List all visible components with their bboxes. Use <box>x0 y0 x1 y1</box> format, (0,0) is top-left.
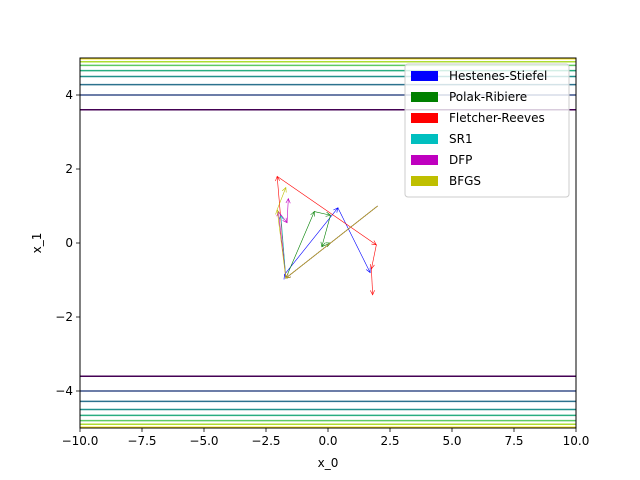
trajectory-segment-s4-3 <box>286 198 289 223</box>
x-tick-label: 10.0 <box>563 434 590 448</box>
y-axis-title: x_1 <box>30 233 44 254</box>
trajectory-segment-s1-1 <box>285 211 315 279</box>
trajectory-segment-s2-3 <box>371 244 377 269</box>
trajectory-segment-s2-4 <box>371 268 373 295</box>
trajectory-segment-s0-2 <box>284 207 339 275</box>
legend-swatch <box>411 92 438 102</box>
trajectory-segment-s5-0 <box>285 205 378 279</box>
legend-swatch <box>411 71 438 81</box>
y-axis-ticks: −4 −2 0 2 4 <box>55 88 80 398</box>
legend-label: DFP <box>449 153 472 167</box>
y-tick-label: −2 <box>55 310 73 324</box>
x-axis-ticks: −10.0 −7.5 −5.0 −2.5 0.0 2.5 5.0 7.5 10.0 <box>62 428 590 448</box>
trajectory-segment-s2-2 <box>276 176 377 246</box>
x-tick-label: 7.5 <box>504 434 523 448</box>
legend-label: SR1 <box>449 132 473 146</box>
trajectory-arrowhead-s0-3 <box>366 267 371 274</box>
trajectory-segment-s1-2 <box>314 211 331 216</box>
y-tick-label: 2 <box>65 162 73 176</box>
legend-swatch <box>411 176 438 186</box>
x-tick-label: 5.0 <box>442 434 461 448</box>
trajectory-segment-s1-3 <box>321 215 331 247</box>
legend-label: Polak-Ribiere <box>449 90 527 104</box>
x-tick-label: −10.0 <box>62 434 99 448</box>
trajectory-segment-s1-4 <box>321 242 331 247</box>
x-tick-label: 0.0 <box>318 434 337 448</box>
trajectory-arrowhead-s2-4 <box>369 290 375 296</box>
trajectory-segment-s5-1 <box>276 209 287 279</box>
y-tick-label: 4 <box>65 88 73 102</box>
trajectory-arrowhead-s5-2 <box>281 186 287 193</box>
trajectory-arrowhead-s4-3 <box>285 197 291 204</box>
y-tick-label: 0 <box>65 236 73 250</box>
x-axis-title: x_0 <box>318 456 339 470</box>
x-tick-label: −7.5 <box>127 434 156 448</box>
trajectory-segment-s3-1 <box>280 215 287 279</box>
legend-label: Fletcher-Reeves <box>449 111 545 125</box>
legend-label: BFGS <box>449 174 481 188</box>
y-tick-label: −4 <box>55 384 73 398</box>
x-tick-label: 2.5 <box>380 434 399 448</box>
trajectory-segment-s0-3 <box>337 207 371 273</box>
legend-label: Hestenes-Stiefel <box>449 69 547 83</box>
contour-lines <box>80 57 576 429</box>
legend-swatch <box>411 155 438 165</box>
legend-swatch <box>411 134 438 144</box>
legend-frame <box>404 63 570 198</box>
legend: Hestenes-Stiefel Polak-Ribiere Fletcher-Re… <box>404 63 570 198</box>
trajectory-segment-s5-2 <box>276 187 287 210</box>
legend-swatch <box>411 113 438 123</box>
x-tick-label: −2.5 <box>251 434 280 448</box>
trajectories <box>275 175 378 296</box>
x-tick-label: −5.0 <box>189 434 218 448</box>
